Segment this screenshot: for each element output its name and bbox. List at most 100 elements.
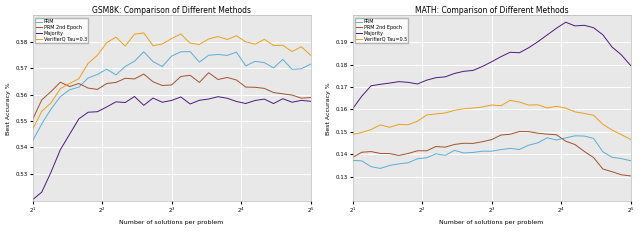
VerifierQ Tau=0.5 [562,107,570,109]
PRM [627,159,634,162]
PRM 2nd Epoch [488,138,495,141]
Majority [404,81,412,84]
VerifierQ Tau=0.3 [38,110,45,112]
Line: PRM 2nd Epoch: PRM 2nd Epoch [353,131,630,176]
PRM 2nd Epoch [47,90,55,93]
VerifierQ Tau=0.3 [298,45,305,48]
VerifierQ Tau=0.5 [543,107,551,109]
PRM 2nd Epoch [413,149,421,152]
PRM 2nd Epoch [349,156,356,159]
PRM [56,95,64,98]
Majority [196,99,204,102]
PRM [232,51,240,54]
PRM [205,54,212,57]
PRM [214,53,222,56]
PRM 2nd Epoch [168,84,175,86]
PRM 2nd Epoch [580,150,588,153]
PRM [432,152,440,155]
VerifierQ Tau=0.5 [479,106,486,108]
PRM [516,148,524,151]
Majority [580,24,588,27]
PRM 2nd Epoch [196,81,204,84]
PRM [140,50,148,53]
Majority [29,198,36,201]
PRM 2nd Epoch [140,73,148,76]
Majority [205,98,212,100]
VerifierQ Tau=0.5 [488,103,495,106]
Majority [168,99,175,102]
PRM 2nd Epoch [122,77,129,80]
PRM [404,161,412,164]
Majority [149,97,157,100]
PRM [288,68,296,71]
VerifierQ Tau=0.3 [93,54,101,57]
PRM [38,122,45,125]
PRM 2nd Epoch [66,85,74,88]
VerifierQ Tau=0.5 [580,112,588,115]
Majority [442,76,449,78]
VerifierQ Tau=0.3 [288,50,296,53]
PRM 2nd Epoch [269,91,277,94]
VerifierQ Tau=0.5 [451,109,458,112]
VerifierQ Tau=0.5 [608,129,616,131]
PRM 2nd Epoch [205,71,212,74]
Majority [432,76,440,79]
PRM 2nd Epoch [93,88,101,91]
PRM [349,159,356,162]
PRM 2nd Epoch [358,151,365,154]
VerifierQ Tau=0.3 [75,77,83,80]
Majority [395,80,403,83]
VerifierQ Tau=0.3 [232,34,240,37]
Majority [386,82,394,85]
VerifierQ Tau=0.3 [29,128,36,131]
Majority [242,102,250,105]
PRM 2nd Epoch [177,75,185,78]
Majority [288,101,296,104]
PRM [75,86,83,88]
VerifierQ Tau=0.3 [242,40,250,43]
PRM [196,61,204,64]
Majority [66,133,74,136]
Majority [349,108,356,110]
Majority [223,97,231,100]
PRM 2nd Epoch [423,149,431,152]
PRM 2nd Epoch [552,133,560,136]
PRM [242,64,250,67]
PRM [413,157,421,160]
PRM [506,147,514,150]
PRM 2nd Epoch [279,92,287,95]
X-axis label: Number of solutions per problem: Number of solutions per problem [440,220,544,225]
PRM [177,50,185,53]
VerifierQ Tau=0.5 [349,133,356,136]
PRM [562,137,570,139]
PRM 2nd Epoch [571,143,579,146]
VerifierQ Tau=0.3 [112,36,120,39]
PRM 2nd Epoch [367,150,375,153]
PRM 2nd Epoch [223,76,231,79]
VerifierQ Tau=0.3 [168,37,175,40]
Majority [358,95,365,97]
PRM 2nd Epoch [376,152,384,155]
PRM [460,152,468,154]
PRM [451,149,458,152]
X-axis label: Number of solutions per problem: Number of solutions per problem [120,220,224,225]
Y-axis label: Best Accuracy %: Best Accuracy % [326,82,330,135]
Majority [525,46,532,49]
PRM 2nd Epoch [395,154,403,157]
VerifierQ Tau=0.5 [413,120,421,123]
Majority [543,33,551,36]
Majority [506,51,514,54]
PRM [423,156,431,159]
Majority [38,191,45,193]
PRM 2nd Epoch [242,86,250,88]
PRM [307,63,314,66]
VerifierQ Tau=0.3 [223,38,231,41]
VerifierQ Tau=0.5 [469,107,477,109]
PRM 2nd Epoch [232,79,240,81]
Majority [534,40,542,43]
PRM [571,134,579,137]
Majority [103,106,111,108]
VerifierQ Tau=0.5 [442,112,449,114]
Line: Majority: Majority [33,97,310,200]
Majority [56,148,64,151]
